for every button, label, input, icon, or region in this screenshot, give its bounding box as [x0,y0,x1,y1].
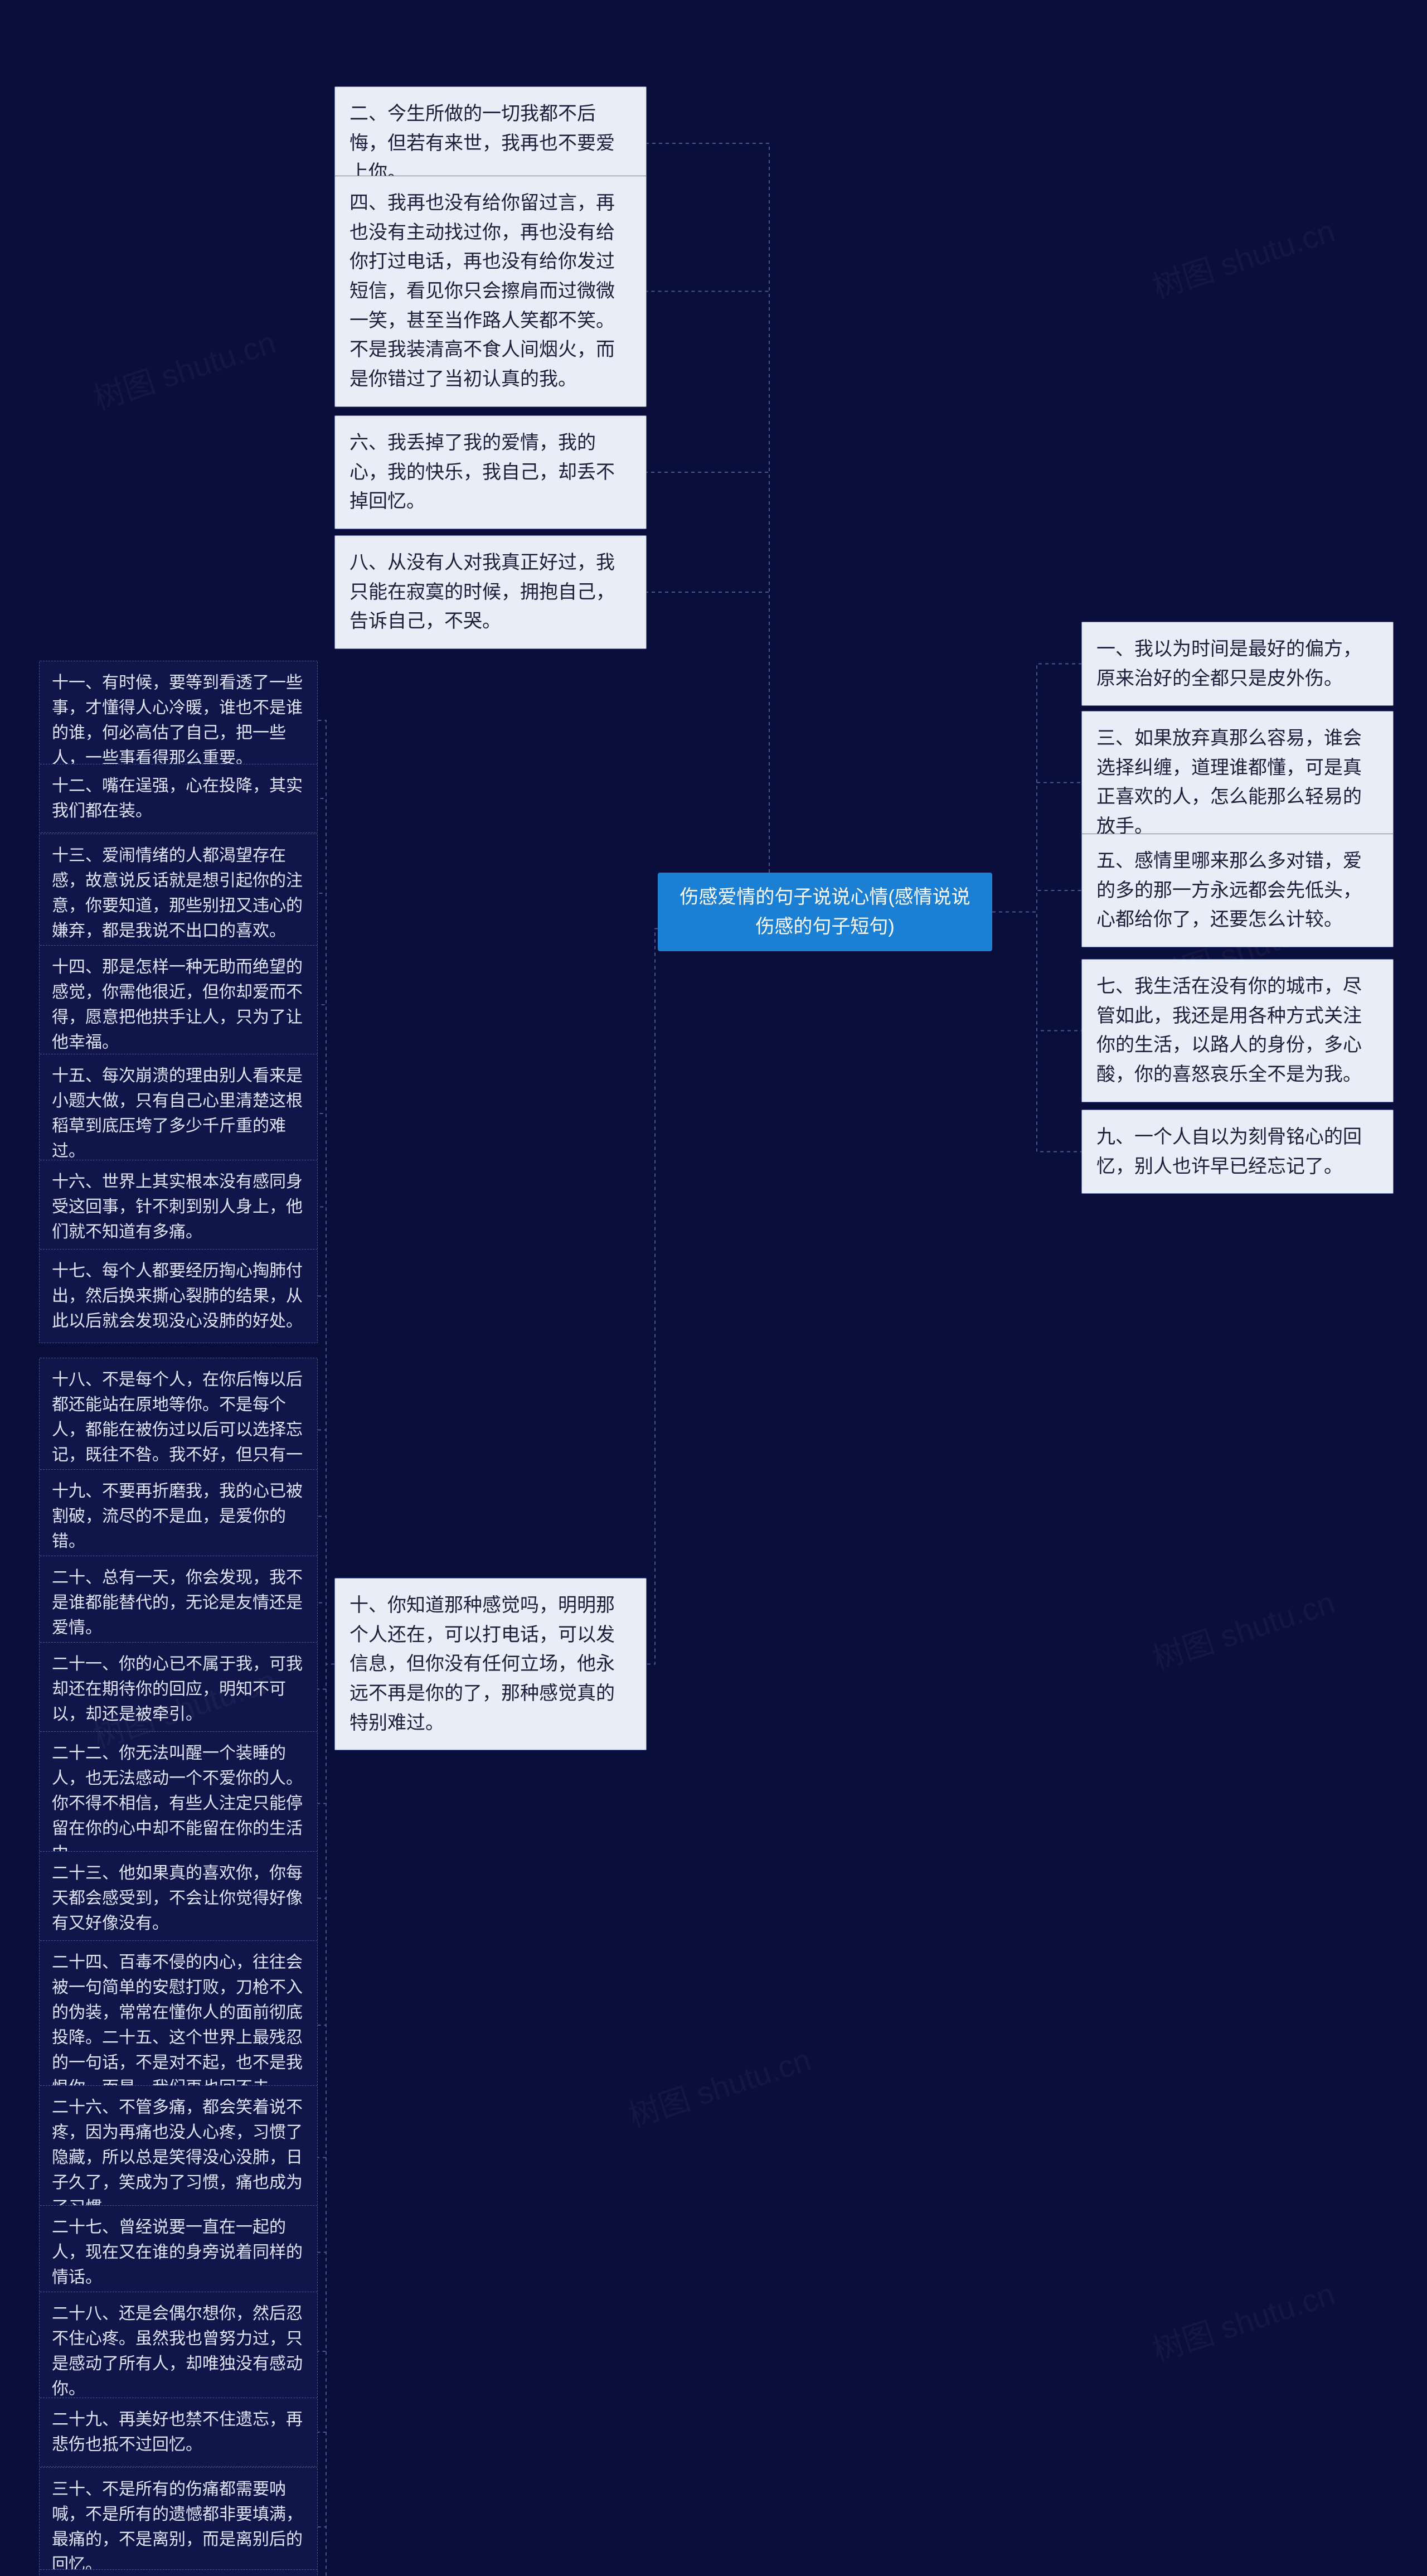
left-node-2: 十三、爱闹情绪的人都渴望存在感，故意说反话就是想引起你的注意，你要知道，那些别扭… [39,834,318,953]
left-node-16: 二十八、还是会偶尔想你，然后忍不住心疼。虽然我也曾努力过，只是感动了所有人，却唯… [39,2292,318,2411]
watermark: 树图 shutu.cn [87,318,281,419]
right-node-1: 三、如果放弃真那么容易，谁会选择纠缠，道理谁都懂，可是真正喜欢的人，怎么能那么轻… [1081,711,1394,854]
left-node-15: 二十七、曾经说要一直在一起的人，现在又在谁的身旁说着同样的情话。 [39,2205,318,2299]
left-node-8: 十九、不要再折磨我，我的心已被割破，流尽的不是血，是爱你的错。 [39,1469,318,1563]
left-node-1: 十二、嘴在逞强，心在投降，其实我们都在装。 [39,764,318,833]
left-node-5: 十六、世界上其实根本没有感同身受这回事，针不刺到别人身上，他们就不知道有多痛。 [39,1160,318,1254]
mid-node: 十、你知道那种感觉吗，明明那个人还在，可以打电话，可以发信息，但你没有任何立场，… [334,1578,647,1750]
watermark: 树图 shutu.cn [1146,2269,1340,2371]
center-node: 伤感爱情的句子说说心情(感情说说伤感的句子短句) [658,873,992,951]
right-node-0: 一、我以为时间是最好的偏方，原来治好的全都只是皮外伤。 [1081,622,1394,706]
right-node-3: 七、我生活在没有你的城市，尽管如此，我还是用各种方式关注你的生活，以路人的身份，… [1081,959,1394,1102]
right-node-4: 九、一个人自以为刻骨铭心的回忆，别人也许早已经忘记了。 [1081,1110,1394,1194]
left-node-19: 版权声明：图片来源于网络，图文无关。如涉及版权问题，请作者持权属证明与本网联系 [39,2569,318,2576]
left-node-13: 二十四、百毒不侵的内心，往往会被一句简单的安慰打败，刀枪不入的伪装，常常在懂你人… [39,1940,318,2110]
left-node-0: 十一、有时候，要等到看透了一些事，才懂得人心冷暖，谁也不是谁的谁，何必高估了自己… [39,661,318,780]
left-node-10: 二十一、你的心已不属于我，可我却还在期待你的回应，明知不可以，却还是被牵引。 [39,1642,318,1736]
watermark: 树图 shutu.cn [1146,206,1340,308]
left-node-12: 二十三、他如果真的喜欢你，你每天都会感受到，不会让你觉得好像有又好像没有。 [39,1851,318,1945]
right-node-2: 五、感情里哪来那么多对错，爱的多的那一方永远都会先低头，心都给你了，还要怎么计较… [1081,834,1394,947]
left-node-4: 十五、每次崩溃的理由别人看来是小题大做，只有自己心里清楚这根稻草到底压垮了多少千… [39,1054,318,1173]
left-node-3: 十四、那是怎样一种无助而绝望的感觉，你需他很近，但你却爱而不得，愿意把他拱手让人… [39,945,318,1064]
left-node-17: 二十九、再美好也禁不住遗忘，再悲伤也抵不过回忆。 [39,2398,318,2467]
watermark: 树图 shutu.cn [622,2035,816,2137]
left-node-6: 十七、每个人都要经历掏心掏肺付出，然后换来撕心裂肺的结果，从此以后就会发现没心没… [39,1249,318,1343]
left-node-9: 二十、总有一天，你会发现，我不是谁都能替代的，无论是友情还是爱情。 [39,1556,318,1650]
top-node-3: 八、从没有人对我真正好过，我只能在寂寞的时候，拥抱自己，告诉自己，不哭。 [334,535,647,649]
left-node-18: 三十、不是所有的伤痛都需要呐喊，不是所有的遗憾都非要填满，最痛的，不是离别，而是… [39,2467,318,2576]
watermark: 树图 shutu.cn [1146,1578,1340,1679]
top-node-1: 四、我再也没有给你留过言，再也没有主动找过你，再也没有给你打过电话，再也没有给你… [334,176,647,407]
top-node-2: 六、我丢掉了我的爱情，我的心，我的快乐，我自己，却丢不掉回忆。 [334,415,647,529]
